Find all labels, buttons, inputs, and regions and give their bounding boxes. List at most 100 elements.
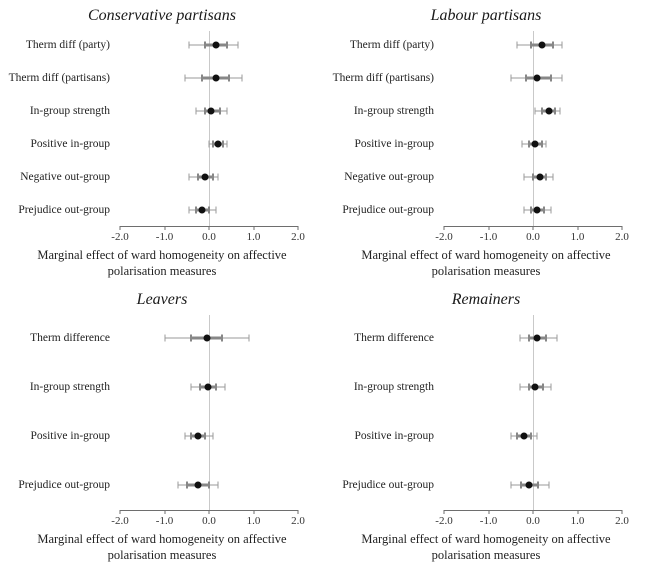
point-estimate xyxy=(212,74,220,82)
ci-outer-cap xyxy=(217,173,219,181)
category-label: Therm diff (party) xyxy=(25,39,110,52)
ci-outer-cap xyxy=(545,140,547,148)
ci-inner-cap xyxy=(211,140,214,148)
ci-inner-cap xyxy=(552,41,555,49)
estimate-row: Positive in-group xyxy=(8,127,298,160)
estimate-row: Therm difference xyxy=(8,313,298,362)
plot-strip xyxy=(444,95,622,128)
ci-outer-cap xyxy=(241,74,243,82)
ci-outer-cap xyxy=(510,74,512,82)
panel-leavers: Leavers Therm difference In-group strength… xyxy=(0,284,324,568)
x-axis: -2.0 -1.0 0.0 1.0 2.0 xyxy=(8,226,305,248)
category-label: Prejudice out-group xyxy=(342,479,434,492)
plot-strip xyxy=(120,127,298,160)
x-axis: -2.0 -1.0 0.0 1.0 2.0 xyxy=(332,510,629,532)
x-tick-label: 2.0 xyxy=(615,231,629,243)
ci-inner-cap xyxy=(203,107,206,115)
plot-area: Therm diff (party) Therm diff (partisans)… xyxy=(332,29,622,226)
category-label: Positive in-group xyxy=(30,137,110,150)
ci-inner-cap xyxy=(185,481,188,489)
category-label: Prejudice out-group xyxy=(18,203,110,216)
x-tick-mark xyxy=(297,510,299,514)
category-label: Positive in-group xyxy=(354,137,434,150)
x-tick-mark xyxy=(532,510,534,514)
ci-outer-cap xyxy=(188,206,190,214)
category-label: Negative out-group xyxy=(20,170,110,183)
plot-strip xyxy=(120,461,298,510)
panel-title: Labour partisans xyxy=(430,7,542,24)
point-estimate xyxy=(531,140,539,148)
x-axis-title-line1: Marginal effect of ward homogeneity on a… xyxy=(361,248,611,262)
plot-area: Therm difference In-group strength Positiv… xyxy=(8,313,298,510)
x-axis-title-line1: Marginal effect of ward homogeneity on a… xyxy=(37,532,287,546)
plot-strip xyxy=(444,362,622,411)
x-tick-label: 2.0 xyxy=(291,515,305,527)
ci-inner-cap xyxy=(537,481,540,489)
plot-strip xyxy=(444,160,622,193)
x-tick-label: 1.0 xyxy=(570,231,585,243)
x-tick-label: 2.0 xyxy=(615,515,629,527)
x-axis-title-line2: polarisation measures xyxy=(107,263,217,278)
plot-strip xyxy=(120,62,298,95)
category-label: In-group strength xyxy=(353,380,434,393)
x-tick-mark xyxy=(621,510,623,514)
ci-inner-cap xyxy=(208,206,210,214)
ci-outer-cap xyxy=(237,41,239,49)
x-tick-label: -1.0 xyxy=(479,515,498,527)
x-tick-label: -2.0 xyxy=(435,231,453,243)
zero-reference-line xyxy=(533,315,534,510)
estimate-row: Therm diff (party) xyxy=(332,29,622,62)
ci-outer-cap xyxy=(188,41,190,49)
point-estimate xyxy=(203,334,211,342)
ci-outer-cap xyxy=(217,481,219,489)
category-label: Therm difference xyxy=(30,331,110,344)
x-tick-mark xyxy=(488,510,489,514)
point-estimate xyxy=(536,173,544,181)
ci-inner-cap xyxy=(201,74,204,82)
ci-inner-cap xyxy=(527,383,530,391)
ci-outer-cap xyxy=(552,173,554,181)
x-tick-label: -1.0 xyxy=(155,515,174,527)
x-tick-mark xyxy=(621,226,623,230)
ci-inner-cap xyxy=(527,140,530,148)
plot-strip xyxy=(444,127,622,160)
x-axis-title-line2: polarisation measures xyxy=(431,263,541,278)
ci-inner-cap xyxy=(529,432,532,440)
ci-inner-cap xyxy=(196,173,199,181)
panel-title: Remainers xyxy=(451,291,521,308)
ci-inner-cap xyxy=(204,432,207,440)
estimate-row: In-group strength xyxy=(8,362,298,411)
ci-outer-cap xyxy=(224,383,226,391)
ci-inner-cap xyxy=(532,173,534,181)
plot-area: Therm diff (party) Therm diff (partisans)… xyxy=(8,29,298,226)
ci-inner-cap xyxy=(214,383,217,391)
ci-inner-cap xyxy=(219,107,222,115)
plot-strip xyxy=(120,160,298,193)
plot-strip xyxy=(120,29,298,62)
x-tick-mark xyxy=(577,510,578,514)
x-tick-label: 0.0 xyxy=(202,231,216,243)
plot-strip xyxy=(120,362,298,411)
point-estimate xyxy=(204,383,212,391)
point-estimate xyxy=(198,206,206,214)
x-tick-mark xyxy=(532,226,534,230)
ci-inner-cap xyxy=(519,481,522,489)
category-label: Prejudice out-group xyxy=(18,479,110,492)
point-estimate xyxy=(194,481,202,489)
x-tick-mark xyxy=(164,510,165,514)
x-tick-label: -2.0 xyxy=(111,231,129,243)
estimate-row: Negative out-group xyxy=(8,160,298,193)
x-tick-mark xyxy=(253,226,254,230)
x-tick-mark xyxy=(164,226,165,230)
ci-outer-cap xyxy=(226,107,228,115)
point-estimate xyxy=(545,107,553,115)
ci-inner-cap xyxy=(225,41,228,49)
estimate-row: Positive in-group xyxy=(332,412,622,461)
ci-outer-cap xyxy=(521,140,523,148)
ci-inner-cap xyxy=(194,206,197,214)
category-label: Negative out-group xyxy=(344,170,434,183)
ci-outer-cap xyxy=(208,140,210,148)
panel-title: Leavers xyxy=(136,291,188,308)
ci-inner-cap xyxy=(549,74,552,82)
